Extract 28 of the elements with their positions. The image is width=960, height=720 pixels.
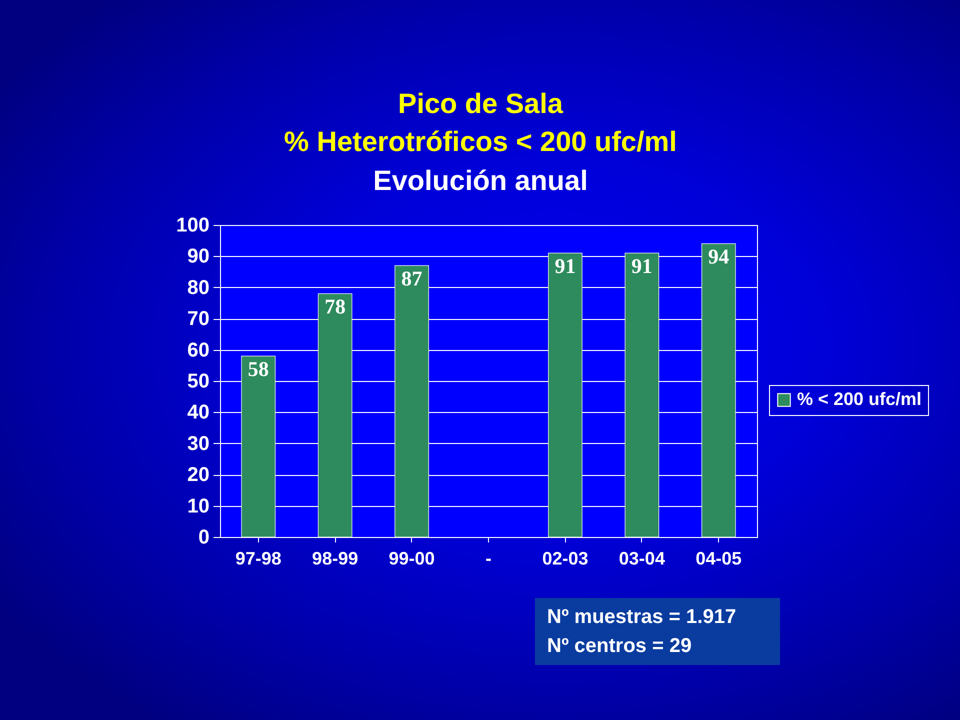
y-tick-label: 80 [187,276,210,299]
y-tick-label: 100 [176,214,210,236]
x-tick-label: - [486,548,492,568]
y-tick-label: 60 [187,339,210,362]
data-label: 58 [248,357,269,382]
data-label: 91 [631,254,652,278]
x-tick-label: 99-00 [388,548,435,568]
x-tick-label: 98-99 [312,548,358,568]
note-box: Nº muestras = 1.917 Nº centros = 29 [535,598,780,665]
y-tick-label: 50 [187,370,210,392]
data-label: 91 [554,254,576,278]
y-tick-label: 90 [187,246,210,268]
chart-title: Pico de Sala % Heterotróficos < 200 ufc/ml [284,88,677,157]
data-label: 87 [401,266,422,291]
legend-label: % < 200 ufc/ml [797,389,922,409]
y-tick-label: 30 [187,432,210,455]
y-tick-label: 20 [187,464,210,486]
y-tick-label: 40 [187,402,210,424]
y-tick-label: 70 [187,308,210,330]
x-tick-label: 97-98 [235,548,282,568]
data-label: 94 [708,244,730,269]
x-tick-label: 02-03 [542,548,588,568]
data-label: 78 [324,294,346,319]
y-tick-label: 10 [187,495,210,518]
x-tick-label: 04-05 [696,548,742,568]
x-tick-label: 03-04 [618,548,665,568]
chart-subtitle: Evolución anual [373,165,588,196]
y-tick-label: 0 [198,526,210,548]
